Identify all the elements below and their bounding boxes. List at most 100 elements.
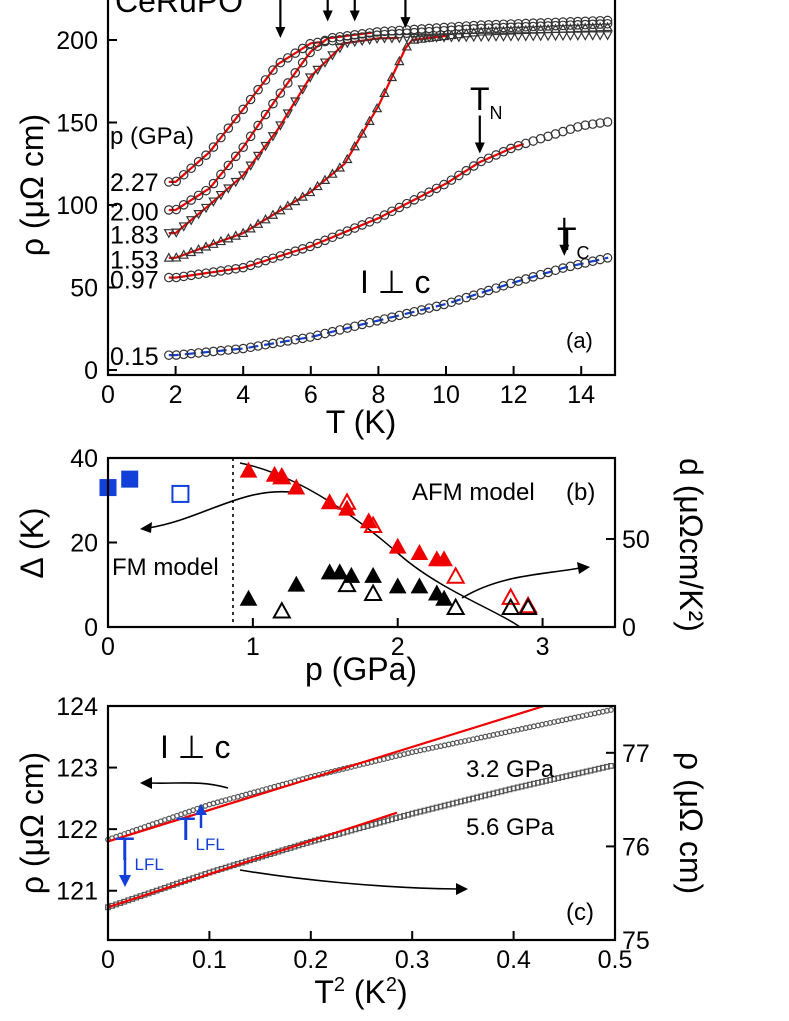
data-point [513, 24, 524, 35]
panel-a-y-ticks: 0 50 100 150 200 [56, 27, 117, 385]
data-point [364, 31, 375, 41]
data-point [542, 31, 554, 42]
data-point [416, 191, 427, 201]
data-point [327, 35, 338, 46]
data-point [379, 29, 390, 40]
data-point [475, 32, 487, 43]
data-point [602, 21, 613, 32]
data-point [238, 104, 248, 115]
panel-b-y-tick-label: 40 [70, 445, 98, 473]
panel-c-frame [106, 704, 617, 942]
data-point [409, 306, 420, 317]
data-point [171, 176, 182, 187]
data-point [498, 25, 509, 35]
panel-a-x-tick-label: 14 [567, 381, 595, 409]
panel-c-y2-ticks: 75 76 77 [606, 740, 650, 955]
data-point [201, 347, 211, 357]
data-point [230, 263, 241, 274]
data-point [305, 332, 315, 342]
data-point [312, 180, 323, 191]
pressure-label: 2.00 [110, 199, 159, 227]
data-point [304, 73, 316, 83]
data-point [349, 321, 360, 332]
data-point [171, 252, 182, 262]
data-point [290, 195, 301, 206]
data-point [587, 256, 598, 267]
data-point [572, 31, 584, 41]
data-point [334, 43, 346, 54]
panel-c-y-tick-label: 124 [56, 693, 98, 721]
data-point [260, 339, 271, 350]
panel-c-y-tick-label: 123 [56, 755, 98, 783]
data-point [594, 21, 606, 32]
data-point [237, 227, 249, 238]
data-point [216, 345, 226, 356]
data-point [565, 261, 576, 272]
fit-line-blue-dashed [168, 256, 609, 357]
data-point [223, 184, 234, 194]
panel-a-y-tick-label: 50 [70, 275, 98, 303]
data-point [454, 25, 464, 35]
pressure-label: 0.97 [110, 266, 159, 294]
panel-b: 0 1 2 3 0 20 40 0 50 p (GPa) Δ (K) d (μΩcm/K²)… [14, 445, 709, 687]
data-point [245, 342, 256, 353]
data-point [185, 216, 197, 226]
data-point [401, 198, 412, 209]
data-point [208, 238, 219, 248]
data-point [349, 140, 360, 151]
panel-a-title: CeRuPO [115, 0, 243, 19]
data-point [424, 26, 434, 37]
data-point [387, 29, 397, 39]
data-point [608, 707, 614, 713]
data-point [171, 228, 182, 238]
data-point [580, 22, 591, 32]
data-point [230, 177, 241, 188]
data-point [275, 88, 286, 98]
panel-a-frame [106, 0, 617, 377]
data-point [253, 341, 263, 351]
transition-arrowhead [400, 17, 411, 29]
panel-b-x-label: p (GPa) [305, 651, 417, 687]
data-point [409, 195, 420, 205]
data-point [573, 122, 583, 132]
data-point [342, 153, 353, 164]
data-point [164, 177, 174, 187]
data-point [445, 566, 466, 584]
data-point [239, 461, 258, 478]
panel-c-x-tick-label: 0.4 [496, 946, 531, 974]
panel-a-x-ticks: 0 2 4 6 8 10 12 14 [101, 366, 595, 409]
panel-c-y2-tick-label: 76 [622, 833, 650, 861]
data-point [513, 32, 524, 42]
data-point [330, 563, 349, 580]
data-point [602, 253, 613, 263]
panel-c-y2-tick-label: 77 [622, 740, 650, 768]
data-point [409, 33, 420, 44]
panel-c-label: (c) [566, 899, 594, 926]
data-point [178, 222, 189, 232]
data-point [371, 102, 383, 113]
panel-a-y-label: ρ (μΩ cm) [14, 114, 50, 256]
panel-b-y-ticks: 0 20 40 [70, 445, 117, 642]
data-point [239, 589, 258, 606]
panel-a-markers [163, 15, 613, 360]
fit-line-red [168, 36, 399, 235]
panel-b-y-label: Δ (K) [14, 507, 50, 578]
data-point [550, 31, 561, 42]
data-point [401, 308, 412, 319]
panel-a-x-tick-label: 10 [432, 381, 460, 409]
data-point [446, 25, 457, 36]
data-point [483, 32, 494, 43]
panel-c: 0 0.1 0.2 0.3 0.4 0.5 121 122 123 124 75 76 77 T2 … [14, 693, 709, 1010]
data-point [498, 22, 509, 33]
data-point [171, 272, 182, 283]
fit-line-red [107, 704, 545, 843]
data-point [439, 179, 449, 190]
data-point [327, 326, 338, 337]
data-point [439, 25, 449, 36]
data-point [260, 75, 271, 85]
data-point [535, 21, 546, 32]
panel-b-arrow-left [147, 490, 291, 529]
data-point [193, 210, 204, 220]
data-point [275, 204, 286, 215]
data-point [193, 156, 204, 167]
